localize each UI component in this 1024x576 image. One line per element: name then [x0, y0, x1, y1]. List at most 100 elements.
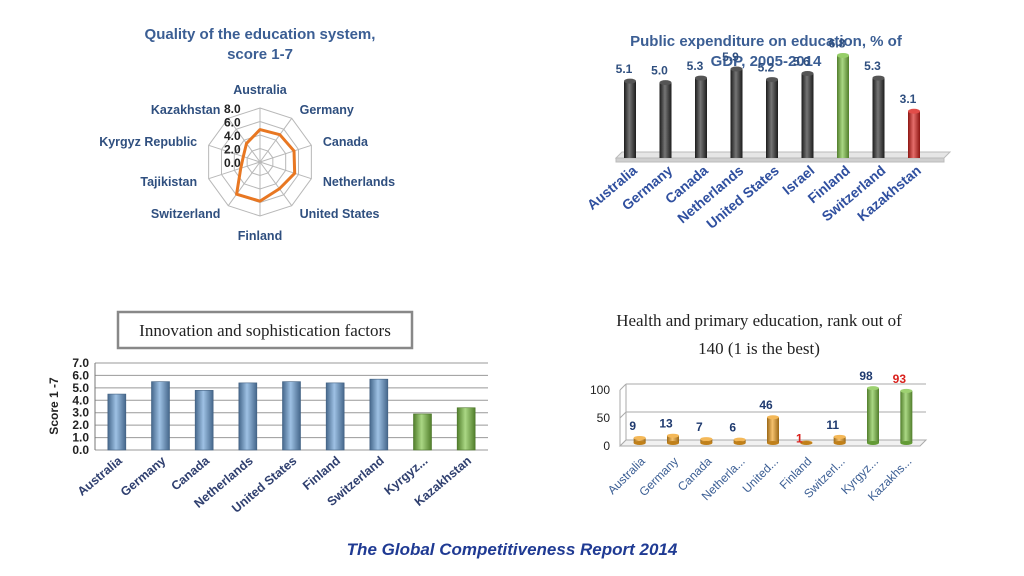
bar: [867, 388, 879, 443]
bar-top: [766, 77, 778, 83]
bar: [624, 81, 636, 158]
data-label: 13: [659, 417, 673, 431]
bar-top: [872, 75, 885, 81]
y-tick-label: 50: [597, 411, 611, 425]
bar: [413, 413, 432, 451]
grid-line-edge: [619, 383, 627, 391]
data-label: 5.3: [864, 59, 881, 73]
bar-top: [837, 52, 849, 58]
data-label: 98: [859, 369, 873, 383]
bar: [282, 381, 301, 451]
bar-top: [767, 415, 779, 420]
radar-category-label: United States: [300, 207, 380, 221]
bar: [633, 437, 646, 443]
data-label: 5.3: [687, 59, 704, 73]
data-label: 46: [759, 398, 773, 412]
bar-top: [801, 71, 814, 77]
y-tick-label: 5.0: [72, 381, 89, 395]
radar-chart-panel: Quality of the education system, score 1-…: [0, 0, 512, 290]
radar-spoke: [227, 118, 261, 163]
chart-title-line: Public expenditure on education, % of: [630, 33, 903, 50]
bar: [767, 417, 779, 443]
radar-category-label: Australia: [233, 83, 288, 97]
y-tick-label: 6.0: [72, 368, 89, 382]
bar-bottom: [633, 441, 646, 445]
bar: [837, 55, 849, 158]
bar: [730, 69, 743, 158]
radar-chart: Quality of the education system, score 1-…: [99, 26, 395, 243]
y-tick-label: 0: [603, 439, 610, 453]
bar-top: [908, 108, 920, 114]
innovation-bar-chart: Innovation and sophistication factors 0.0…: [47, 310, 488, 516]
radar-spoke: [227, 161, 261, 206]
x-tick-label: United...: [740, 454, 782, 496]
radar-tick-label: 0.0: [224, 156, 241, 170]
radar-spoke: [259, 118, 293, 163]
y-axis-label: Score 1 -7: [47, 377, 61, 435]
bar-top: [730, 66, 743, 72]
bar-bottom: [800, 441, 813, 445]
bar-bottom: [733, 441, 746, 445]
y-tick-label: 3.0: [72, 406, 89, 420]
data-label: 5.9: [722, 50, 739, 64]
bar: [695, 78, 707, 158]
data-label: 5.2: [758, 61, 775, 75]
bar: [151, 381, 170, 451]
chart-title: Innovation and sophistication factors: [139, 321, 391, 340]
bar: [667, 435, 679, 443]
bar-top: [700, 437, 713, 442]
x-tick-label: Australia: [75, 453, 126, 499]
bar-top: [733, 437, 746, 442]
y-tick-label: 100: [590, 383, 610, 397]
data-label: 6.8: [829, 36, 846, 50]
bar: [900, 390, 913, 443]
radar-category-label: Canada: [323, 135, 369, 149]
bar: [766, 79, 778, 158]
chart-title-box: [116, 310, 414, 350]
bar-top: [633, 435, 646, 440]
bar: [107, 393, 127, 451]
y-tick-label: 4.0: [72, 393, 89, 407]
data-label: 93: [893, 372, 907, 386]
data-label: 6: [729, 421, 736, 435]
data-label: 3.1: [900, 92, 917, 106]
radar-category-label: Netherlands: [323, 175, 395, 189]
data-label: 1: [796, 431, 803, 445]
radar-category-label: Kyrgyz Republic: [99, 135, 197, 149]
bar-top: [695, 75, 707, 81]
bar-top: [624, 78, 636, 84]
radar-category-label: Tajikistan: [140, 175, 197, 189]
bar-bottom: [767, 441, 779, 445]
chart-title-line: GDP, 2005-2014: [711, 53, 822, 70]
radar-tick-label: 6.0: [224, 116, 241, 130]
bar-bottom: [867, 441, 879, 445]
bar-bottom: [700, 441, 713, 445]
bar-top: [659, 80, 672, 86]
bar: [369, 378, 389, 451]
radar-category-label: Kazakhstan: [151, 103, 220, 117]
chart-title-line: Health and primary education, rank out o…: [616, 311, 902, 330]
radar-spoke: [259, 161, 293, 206]
expenditure-chart-panel: Public expenditure on education, % of GDP…: [512, 0, 1024, 290]
chart-title-line: score 1-7: [227, 46, 293, 63]
health-chart-panel: Health and primary education, rank out o…: [512, 290, 1024, 536]
radar-category-label: Germany: [300, 103, 354, 117]
chart-title-line: 140 (1 is the best): [698, 339, 820, 358]
bar-top: [667, 433, 679, 438]
bar: [801, 73, 814, 158]
radar-spoke: [208, 161, 261, 180]
y-tick-label: 2.0: [72, 418, 89, 432]
radar-spoke: [208, 144, 261, 163]
innovation-chart-panel: Innovation and sophistication factors 0.0…: [0, 290, 512, 536]
bar-bottom: [667, 441, 679, 445]
expenditure-bar-chart: Public expenditure on education, % of GDP…: [584, 33, 952, 232]
data-label: 7: [696, 420, 703, 434]
radar-tick-label: 8.0: [224, 102, 241, 116]
radar-series-line: [235, 128, 297, 203]
radar-tick-label: 2.0: [224, 143, 241, 157]
bar: [872, 78, 885, 158]
radar-spoke: [259, 144, 312, 163]
data-label: 5.6: [793, 55, 810, 69]
data-label: 11: [826, 418, 839, 432]
data-label: 9: [629, 419, 636, 433]
